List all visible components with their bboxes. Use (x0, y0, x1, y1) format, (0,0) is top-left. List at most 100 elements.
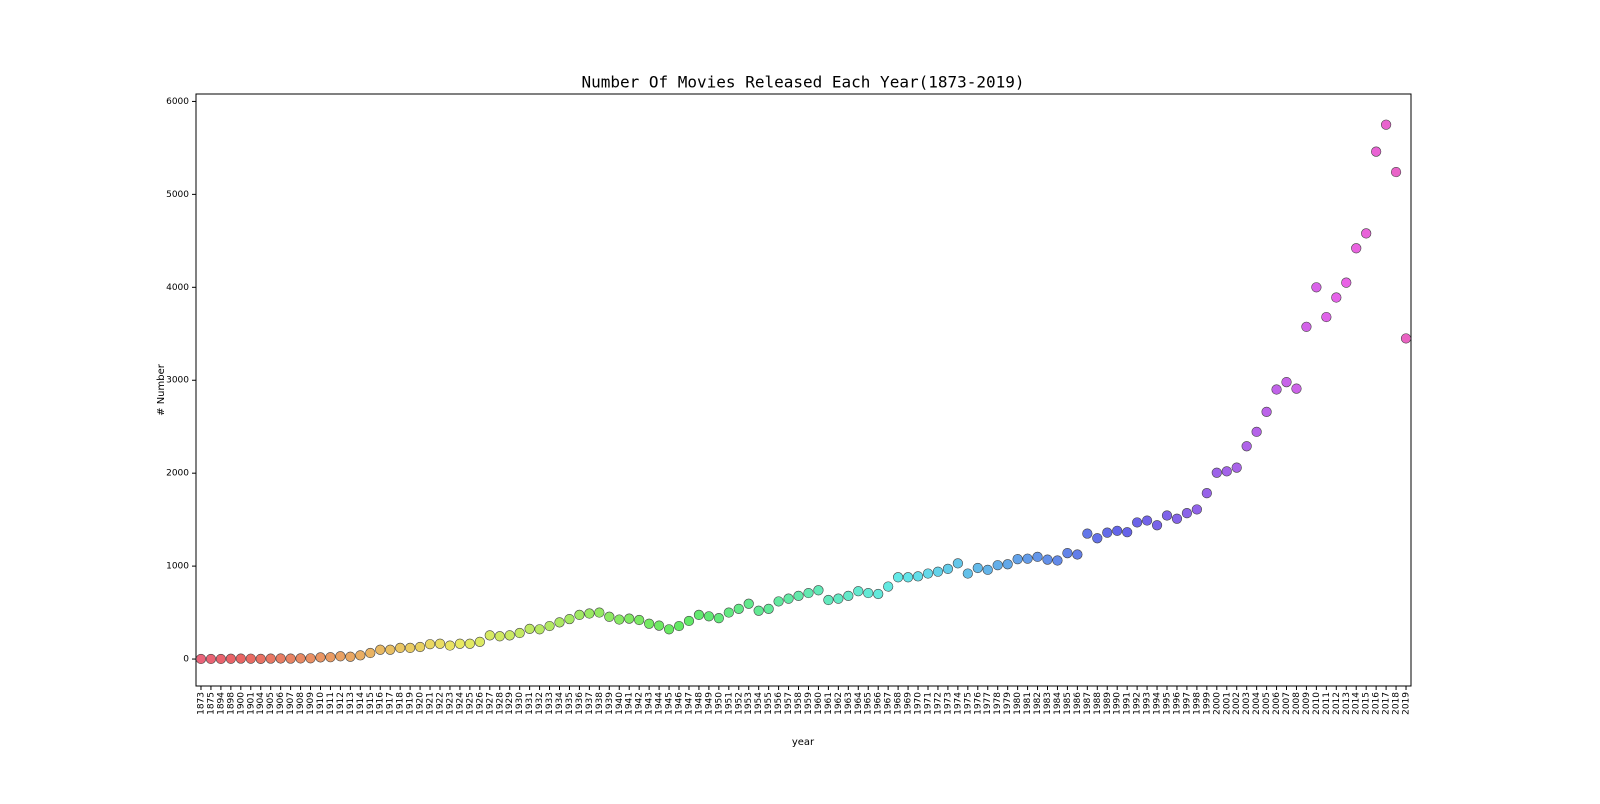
y-axis-label: # Number (156, 363, 167, 416)
point (514, 627, 525, 639)
x-tick-label: 1936 (575, 692, 585, 715)
point (713, 613, 724, 624)
x-tick-label: 2011 (1322, 692, 1332, 715)
point (653, 620, 665, 631)
x-tick-label: 2001 (1222, 692, 1232, 715)
x-tick-label: 1916 (376, 692, 386, 715)
x-tick-label: 2006 (1272, 692, 1282, 715)
point (1261, 406, 1272, 417)
x-tick-label: 1987 (1083, 692, 1093, 715)
point (265, 653, 276, 664)
x-tick-label: 1945 (665, 692, 675, 715)
point (285, 653, 296, 664)
point (1201, 488, 1212, 499)
x-tick-label: 1950 (714, 692, 724, 715)
x-tick-label: 1962 (834, 692, 844, 715)
axes-frame (195, 93, 1412, 687)
point (1351, 243, 1362, 254)
point (883, 581, 894, 592)
x-tick-label: 1908 (296, 692, 306, 715)
point (414, 641, 426, 653)
point (1221, 466, 1232, 477)
point (992, 560, 1003, 571)
x-tick-label: 1976 (973, 692, 983, 715)
x-tick-label: 1951 (724, 692, 734, 715)
point (952, 558, 963, 569)
x-tick-label: 1947 (684, 692, 694, 715)
x-tick-label: 1925 (465, 692, 475, 715)
point (345, 651, 356, 662)
point (325, 652, 336, 663)
x-tick-label: 1957 (784, 692, 794, 715)
point (305, 653, 316, 664)
x-tick-label: 2018 (1392, 692, 1402, 715)
point (1271, 384, 1282, 395)
x-tick-label: 1944 (655, 692, 665, 715)
point (1331, 292, 1342, 303)
x-tick-label: 2017 (1382, 692, 1392, 715)
point (1161, 510, 1173, 521)
x-tick-label: 1909 (306, 692, 316, 715)
point (395, 642, 406, 653)
x-tick-label: 1988 (1093, 692, 1103, 715)
point (1291, 383, 1302, 394)
point (1002, 559, 1013, 570)
point (365, 647, 376, 659)
x-tick-label: 1997 (1182, 692, 1192, 715)
x-tick-label: 1977 (983, 692, 993, 715)
point (534, 624, 545, 635)
x-tick-label: 1972 (933, 692, 943, 715)
point (634, 614, 645, 626)
point (335, 651, 346, 662)
point (693, 609, 705, 621)
x-tick-label: 2014 (1352, 692, 1362, 715)
x-tick-label: 1927 (485, 692, 495, 715)
point (773, 596, 784, 607)
x-tick-label: 1873 (196, 692, 206, 715)
point (813, 585, 824, 596)
point (405, 642, 416, 653)
x-tick-label: 1920 (416, 692, 426, 715)
point (235, 653, 246, 664)
x-tick-label: 1901 (246, 692, 256, 715)
point (1191, 504, 1202, 515)
x-tick-label: 1934 (555, 692, 565, 715)
x-tick-label: 1984 (1053, 692, 1063, 715)
x-tick-label: 1954 (754, 692, 764, 715)
x-tick-label: 1985 (1063, 692, 1073, 715)
point (803, 587, 814, 599)
point (1321, 311, 1332, 323)
point (873, 588, 884, 600)
point (1052, 555, 1063, 566)
x-tick-label: 1969 (904, 692, 914, 715)
y-tick-label: 4000 (166, 283, 189, 293)
point (464, 638, 475, 649)
x-tick-label: 1975 (963, 692, 973, 715)
point (1092, 533, 1103, 544)
x-tick-label: 1939 (605, 692, 615, 715)
point (843, 590, 854, 601)
y-tick-label: 6000 (166, 97, 189, 107)
x-tick-label: 1910 (316, 692, 326, 715)
x-tick-label: 1946 (675, 692, 685, 715)
x-tick-label: 1970 (914, 692, 924, 715)
point (424, 639, 436, 650)
point (1231, 462, 1242, 473)
x-tick-label: 1980 (1013, 692, 1023, 715)
point (1032, 551, 1043, 562)
point (673, 620, 685, 632)
x-tick-label: 1978 (993, 692, 1003, 715)
x-tick-label: 1931 (525, 692, 535, 715)
x-tick-label: 1932 (535, 692, 545, 715)
x-tick-label: 1998 (1192, 692, 1202, 715)
point (1072, 549, 1083, 560)
point (1371, 146, 1382, 157)
point (912, 571, 924, 582)
x-tick-label: 1914 (356, 692, 366, 715)
x-tick-label: 1968 (894, 692, 904, 715)
x-tick-label: 1959 (804, 692, 814, 715)
x-tick-label: 1967 (884, 692, 894, 715)
point (942, 563, 954, 575)
point (1082, 528, 1093, 539)
